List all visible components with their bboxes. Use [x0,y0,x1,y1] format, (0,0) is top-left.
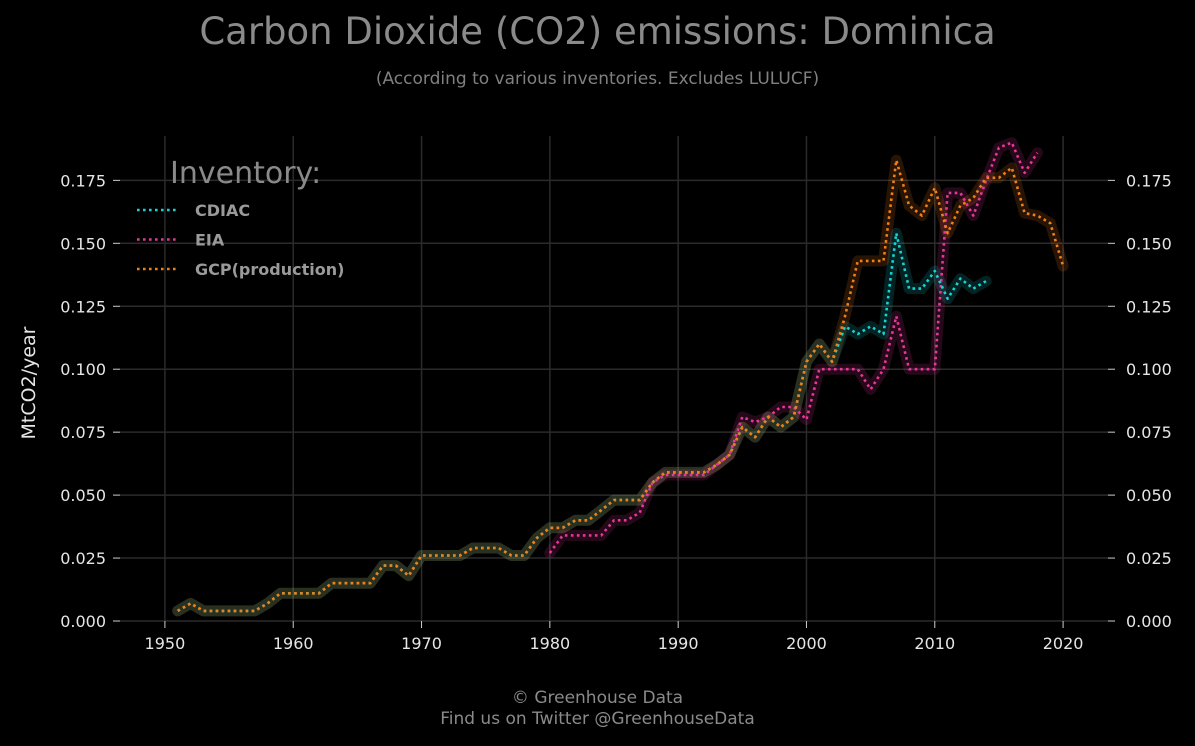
series-glow-2 [172,154,1069,617]
y-axis-label: MtCO2/year [18,326,40,439]
x-tick-label: 1950 [145,634,186,653]
x-tick-label: 1960 [273,634,314,653]
y-tick-label-right: 0.075 [1126,423,1172,442]
legend-label: EIA [195,231,225,250]
grid-lines [120,136,1108,622]
series-lines [177,141,1065,613]
series-line-eia [548,141,1039,554]
y-tick-label-right: 0.050 [1126,486,1172,505]
chart-title: Carbon Dioxide (CO2) emissions: Dominica [199,10,996,53]
y-tick-label-right: 0.125 [1126,297,1172,316]
y-tick-label: 0.000 [60,612,106,631]
x-tick-label: 2020 [1043,634,1084,653]
x-tick-label: 2000 [786,634,827,653]
x-tick-label: 1980 [529,634,570,653]
series-line-gcp-production- [177,158,1065,613]
y-tick-label-right: 0.100 [1126,360,1172,379]
legend-title: Inventory: [170,156,321,191]
y-tick-label: 0.175 [60,171,106,190]
y-tick-label-right: 0.175 [1126,171,1172,190]
copyright-credit: © Greenhouse Data [511,688,684,708]
y-tick-label: 0.125 [60,297,106,316]
legend-label: GCP(production) [195,260,344,279]
y-tick-label-right: 0.000 [1126,612,1172,631]
y-tick-label: 0.075 [60,423,106,442]
y-tick-label: 0.050 [60,486,106,505]
y-tick-label-right: 0.150 [1126,234,1172,253]
y-axis-right: 0.000 0.025 0.050 0.075 0.100 0.125 0.150 0.175 [1108,171,1172,631]
x-tick-label: 1990 [658,634,699,653]
x-tick-label: 2010 [914,634,955,653]
x-axis: 1950 1960 1970 1980 1990 2000 2010 2020 [145,621,1084,653]
series-glow [172,137,1069,617]
series-line-cdiac [177,231,987,613]
y-axis-left: 0.000 0.025 0.050 0.075 0.100 0.125 0.150 0.175 [60,171,120,631]
twitter-credit: Find us on Twitter @GreenhouseData [440,709,755,729]
y-tick-label: 0.100 [60,360,106,379]
y-tick-label-right: 0.025 [1126,549,1172,568]
y-tick-label: 0.150 [60,234,106,253]
series-glow-0 [172,227,992,617]
x-tick-label: 1970 [401,634,442,653]
legend: Inventory: CDIAC EIA GCP(production) [137,156,344,279]
y-tick-label: 0.025 [60,549,106,568]
legend-label: CDIAC [195,201,250,220]
chart-subtitle: (According to various inventories. Exclu… [375,69,820,89]
